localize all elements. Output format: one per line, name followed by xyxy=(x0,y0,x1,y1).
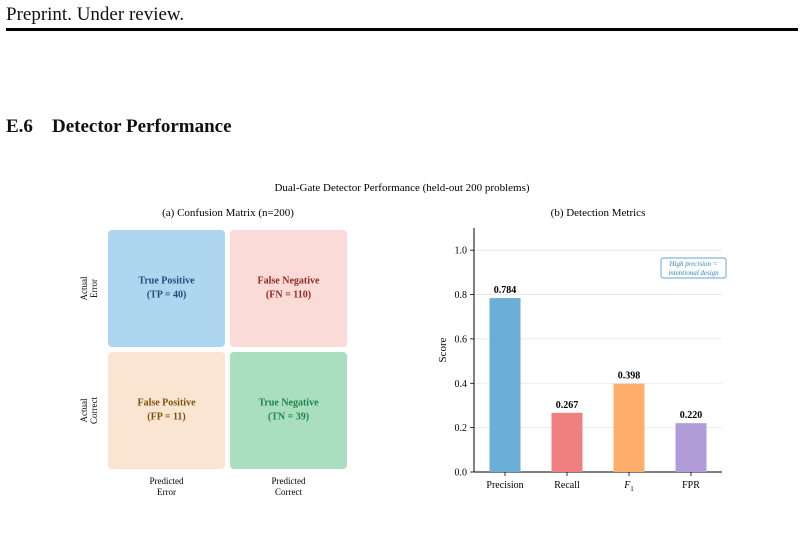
cm-cell-value: (FP = 11) xyxy=(147,412,185,423)
section-number: E.6 xyxy=(6,116,33,137)
annotation-box: High precision = intentional design xyxy=(660,257,727,279)
cm-row-label: Actual xyxy=(79,276,89,300)
bar xyxy=(613,383,645,472)
bar xyxy=(489,298,521,472)
y-tick-label: 0.0 xyxy=(455,468,468,479)
cm-cell-value: (TP = 40) xyxy=(147,290,187,301)
bar-value-label: 0.784 xyxy=(494,285,517,296)
cm-col-label: Predicted xyxy=(272,476,306,486)
metrics-chart: 0.0 0.2 0.4 0.6 0.8 1.0 Score 0.784 Precision 0.2… xyxy=(437,228,722,493)
y-axis-label: Score xyxy=(437,337,449,362)
cm-cell xyxy=(230,352,347,469)
cm-row-label: Correct xyxy=(89,397,99,424)
cm-cell xyxy=(230,230,347,347)
bar xyxy=(551,412,583,472)
bar-value-label: 0.220 xyxy=(680,410,703,421)
cm-cell xyxy=(108,352,225,469)
cm-cell xyxy=(108,230,225,347)
section-title: Detector Performance xyxy=(52,116,232,137)
x-tick-label: FPR xyxy=(682,480,700,491)
bar xyxy=(675,423,707,472)
confusion-matrix: True Positive (TP = 40) False Negative (FN … xyxy=(79,230,347,497)
y-tick-label: 0.2 xyxy=(455,423,468,434)
annotation-line-1: High precision = xyxy=(668,260,717,268)
bar-value-label: 0.398 xyxy=(618,371,641,382)
metrics-title: (b) Detection Metrics xyxy=(551,207,646,219)
section-heading: E.6 Detector Performance xyxy=(6,116,232,138)
x-tick-label: Recall xyxy=(554,480,580,491)
cm-cell-value: (TN = 39) xyxy=(268,412,309,423)
cm-cell-value: (FN = 110) xyxy=(266,290,311,301)
figure-suptitle: Dual-Gate Detector Performance (held-out… xyxy=(274,182,529,194)
cm-cell-label: False Positive xyxy=(137,398,196,409)
annotation-line-2: intentional design xyxy=(668,269,719,277)
cm-col-label: Predicted xyxy=(150,476,184,486)
y-tick-label: 1.0 xyxy=(455,246,468,257)
x-tick-label: Precision xyxy=(486,480,523,491)
cm-cell-label: True Negative xyxy=(258,398,319,409)
cm-cell-label: True Positive xyxy=(138,276,195,287)
cm-col-label: Correct xyxy=(275,487,302,497)
x-tick-label: F1 xyxy=(623,480,634,493)
y-tick-label: 0.8 xyxy=(455,290,468,301)
cm-cell-label: False Negative xyxy=(258,276,320,287)
y-tick-label: 0.4 xyxy=(455,379,468,390)
confusion-matrix-title: (a) Confusion Matrix (n=200) xyxy=(162,207,294,219)
bar-value-label: 0.267 xyxy=(556,400,579,411)
y-tick-label: 0.6 xyxy=(455,334,468,345)
cm-row-label: Error xyxy=(89,279,99,298)
running-header: Preprint. Under review. xyxy=(6,4,185,25)
cm-row-label: Actual xyxy=(79,398,89,422)
cm-col-label: Error xyxy=(157,487,176,497)
header-rule xyxy=(6,28,798,31)
